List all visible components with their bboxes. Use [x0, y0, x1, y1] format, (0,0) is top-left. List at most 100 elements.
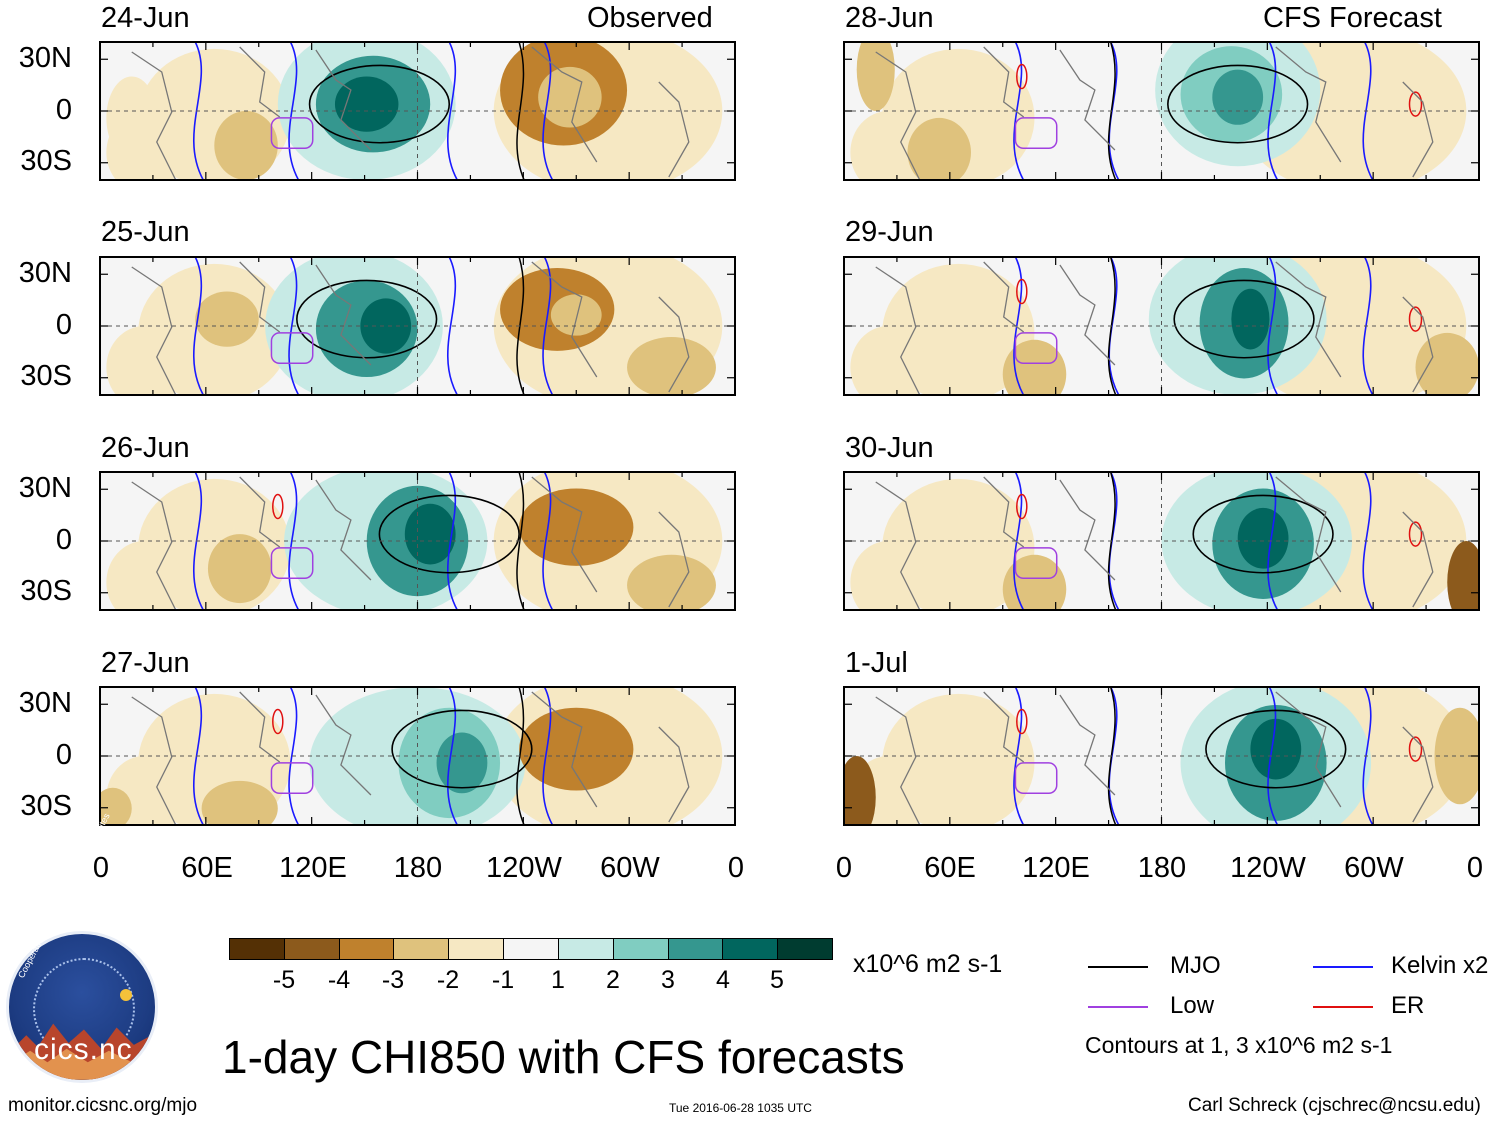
- coastline: [1402, 511, 1434, 608]
- lon-label-120e: 120E: [1022, 852, 1090, 884]
- colorbar-label: 2: [606, 966, 620, 994]
- coastline: [1275, 691, 1342, 808]
- kelvin-contour: [288, 687, 300, 825]
- lon-label-60w: 60W: [1344, 852, 1404, 884]
- coastline: [131, 266, 177, 395]
- map-panels: [99, 41, 1480, 826]
- coastline: [131, 696, 177, 825]
- anomaly-contour: [627, 554, 716, 610]
- anomaly-negative: [850, 326, 927, 395]
- legend-line-mjo: [1088, 966, 1148, 968]
- kelvin-contour: [1362, 257, 1374, 395]
- lat-label-30s: 30S: [20, 145, 72, 177]
- legend-label-low: Low: [1170, 992, 1215, 1019]
- coastline: [658, 81, 690, 178]
- legend-label-mjo: MJO: [1170, 952, 1221, 979]
- colorbar-segment: [723, 939, 779, 959]
- mjo-contour: [516, 472, 525, 610]
- map-panel-28-jun: [843, 41, 1480, 181]
- low-contour: [270, 762, 314, 795]
- kelvin-contour: [1013, 472, 1025, 610]
- mjo-contour: [1192, 494, 1334, 574]
- kelvin-contour: [193, 42, 204, 180]
- coastline: [239, 46, 281, 118]
- kelvin-contour: [1013, 42, 1025, 180]
- coastline: [983, 691, 1025, 763]
- anomaly-contour: [1231, 288, 1270, 350]
- anomaly-contour: [1002, 339, 1067, 395]
- lat-label-eq: 0: [55, 524, 72, 556]
- legend-line-low: [1088, 1006, 1148, 1008]
- map-panel-29-jun: [843, 256, 1480, 396]
- map-panel-24-jun: [99, 41, 736, 181]
- low-contour: [1014, 762, 1058, 795]
- coastline: [1402, 726, 1434, 823]
- figure-title: 1-day CHI850 with CFS forecasts: [222, 1031, 905, 1083]
- kelvin-contour: [288, 257, 300, 395]
- lon-label-0: 0: [92, 852, 110, 884]
- coastline: [131, 51, 177, 180]
- lon-label-120w: 120W: [1230, 852, 1306, 884]
- mjo-contour: [1205, 709, 1347, 789]
- anomaly-contour: [1237, 507, 1289, 569]
- coastline: [1402, 81, 1434, 178]
- anomaly-contour: [201, 780, 278, 825]
- kelvin-contour: [288, 42, 300, 180]
- lat-label-eq: 0: [55, 739, 72, 771]
- lat-label-30s: 30S: [20, 575, 72, 607]
- kelvin-contour: [447, 472, 458, 610]
- lat-label-30n: 30N: [18, 687, 72, 719]
- lat-label-30n: 30N: [18, 42, 72, 74]
- low-contour: [1014, 547, 1058, 580]
- colorbar-segment: [668, 939, 724, 959]
- colorbar-label: -5: [272, 966, 296, 994]
- er-contour: [1408, 306, 1423, 332]
- cics-logo: [6, 931, 158, 1083]
- mjo-contour: [378, 494, 520, 574]
- colorbar-segment: [613, 939, 669, 959]
- coastline: [1402, 296, 1434, 393]
- lon-label-180: 180: [1137, 852, 1187, 884]
- lat-label-30s: 30S: [20, 360, 72, 392]
- coastline: [983, 46, 1025, 118]
- lon-label-0: 0: [1466, 852, 1484, 884]
- er-contour: [1408, 736, 1423, 762]
- logo-name: cics.nc: [34, 1033, 133, 1066]
- anomaly-contour: [1002, 554, 1067, 610]
- anomaly-contour: [100, 787, 132, 825]
- colorbar-label: -3: [381, 966, 405, 994]
- coastline: [315, 49, 372, 151]
- mjo-contour: [516, 257, 525, 395]
- low-contour: [270, 117, 314, 150]
- anomaly-contour: [195, 291, 259, 347]
- colorbar-segment: [778, 939, 832, 959]
- coastline: [875, 266, 921, 395]
- coastline: [239, 691, 281, 763]
- mjo-contour: [296, 279, 438, 359]
- panel-tag-observed: Observed: [587, 2, 713, 34]
- lat-label-30n: 30N: [18, 257, 72, 289]
- coastline: [658, 726, 690, 823]
- coastline: [1059, 264, 1116, 366]
- lat-label-30n: 30N: [18, 472, 72, 504]
- colorbar-label: 4: [716, 966, 730, 994]
- logo-mountains-icon: [9, 1023, 155, 1080]
- coastline: [531, 476, 598, 593]
- lat-label-eq: 0: [55, 94, 72, 126]
- mjo-contour: [1107, 257, 1117, 395]
- legend-line-kelvin: [1313, 966, 1373, 968]
- panel-tag-cfs-forecast: CFS Forecast: [1263, 2, 1442, 34]
- coastline: [1275, 46, 1342, 163]
- kelvin-contour: [542, 257, 554, 395]
- coastline: [1059, 694, 1116, 796]
- coastline: [315, 479, 372, 581]
- coastline: [239, 261, 281, 333]
- low-contour: [1014, 332, 1058, 365]
- anomaly-contour: [538, 66, 602, 128]
- colorbar-segment: [339, 939, 395, 959]
- colorbar-label: 3: [661, 966, 675, 994]
- er-contour: [1016, 63, 1028, 90]
- colorbar-label: 1: [551, 966, 565, 994]
- panel-date-24-jun: 24-Jun: [101, 2, 190, 34]
- lon-label-60e: 60E: [924, 852, 976, 884]
